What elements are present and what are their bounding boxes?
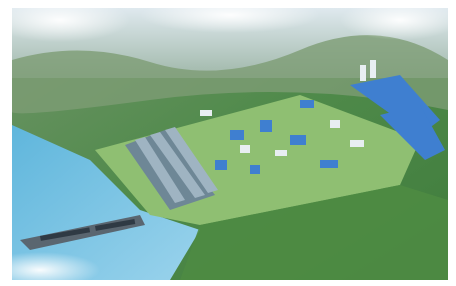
page — [0, 0, 456, 286]
cloud — [340, 0, 456, 40]
scene — [0, 0, 456, 286]
aerial-render — [0, 0, 456, 286]
